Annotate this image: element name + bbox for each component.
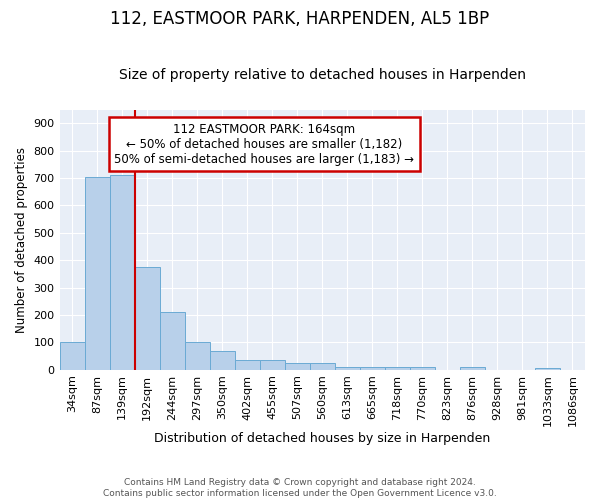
- Bar: [335, 367, 360, 370]
- Bar: [235, 360, 260, 370]
- Bar: [410, 367, 435, 370]
- Bar: [85, 176, 110, 370]
- Bar: [110, 176, 134, 370]
- Text: 112, EASTMOOR PARK, HARPENDEN, AL5 1BP: 112, EASTMOOR PARK, HARPENDEN, AL5 1BP: [110, 10, 490, 28]
- Bar: [160, 312, 185, 370]
- Bar: [460, 367, 485, 370]
- Title: Size of property relative to detached houses in Harpenden: Size of property relative to detached ho…: [119, 68, 526, 82]
- Bar: [209, 350, 235, 370]
- Bar: [134, 267, 160, 370]
- Text: Contains HM Land Registry data © Crown copyright and database right 2024.
Contai: Contains HM Land Registry data © Crown c…: [103, 478, 497, 498]
- Bar: [260, 360, 285, 370]
- Text: 112 EASTMOOR PARK: 164sqm
← 50% of detached houses are smaller (1,182)
50% of se: 112 EASTMOOR PARK: 164sqm ← 50% of detac…: [115, 122, 415, 166]
- Bar: [310, 363, 335, 370]
- X-axis label: Distribution of detached houses by size in Harpenden: Distribution of detached houses by size …: [154, 432, 490, 445]
- Y-axis label: Number of detached properties: Number of detached properties: [15, 146, 28, 332]
- Bar: [285, 363, 310, 370]
- Bar: [385, 367, 410, 370]
- Bar: [185, 342, 209, 369]
- Bar: [535, 368, 560, 370]
- Bar: [360, 367, 385, 370]
- Bar: [59, 342, 85, 369]
